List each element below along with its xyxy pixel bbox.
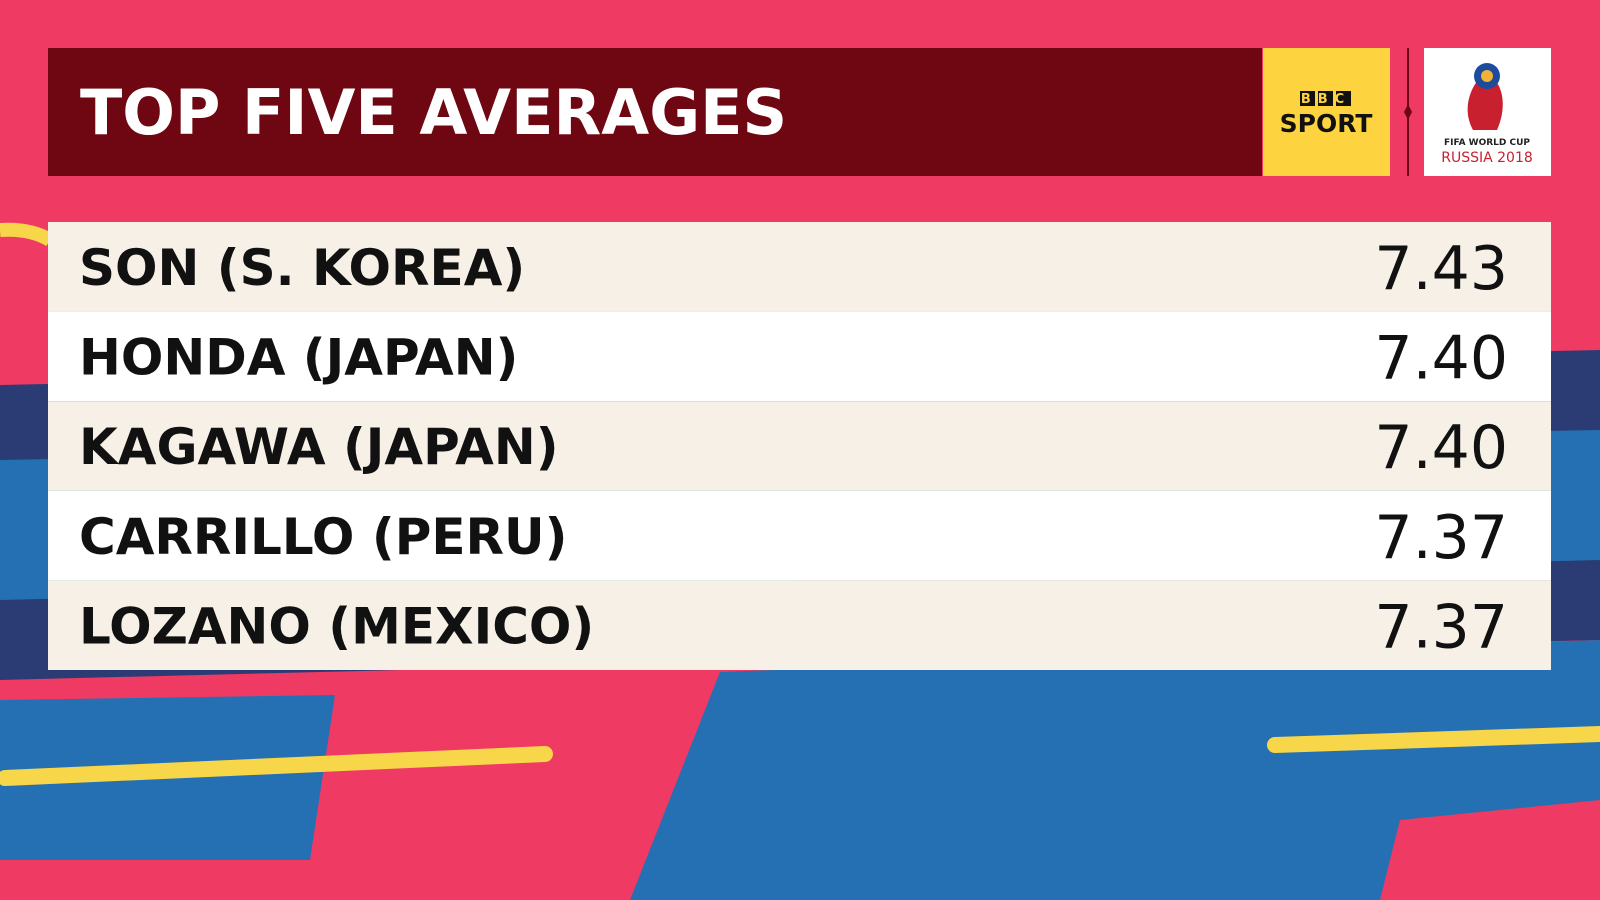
header-bar bbox=[48, 48, 1262, 176]
table-row bbox=[48, 580, 1551, 670]
player-name: HONDA (JAPAN) bbox=[79, 329, 518, 387]
table-row bbox=[48, 311, 1551, 402]
bbc-block bbox=[1336, 91, 1351, 106]
bg-pink-corner bbox=[1380, 800, 1600, 900]
player-name: LOZANO (MEXICO) bbox=[79, 597, 594, 655]
player-average: 7.37 bbox=[1374, 592, 1508, 662]
brand-box bbox=[1263, 48, 1390, 176]
brand-bottom: SPORT bbox=[1280, 109, 1373, 138]
player-average: 7.40 bbox=[1374, 413, 1508, 483]
player-name: CARRILLO (PERU) bbox=[79, 508, 567, 566]
player-average: 7.43 bbox=[1374, 234, 1508, 304]
header-title: TOP FIVE AVERAGES bbox=[80, 76, 787, 149]
logo-line1: FIFA WORLD CUP bbox=[1444, 138, 1530, 148]
player-average: 7.37 bbox=[1374, 503, 1508, 573]
stripe bbox=[1267, 726, 1600, 753]
table: SON (S. KOREA) 7.43 HONDA (JAPAN) 7.40 KAGAW… bbox=[48, 222, 1551, 670]
table-row bbox=[48, 490, 1551, 581]
logo-line2: RUSSIA 2018 bbox=[1441, 150, 1533, 166]
stripe bbox=[0, 222, 54, 247]
bbc-block bbox=[1318, 91, 1333, 106]
player-name: SON (S. KOREA) bbox=[79, 239, 525, 297]
brand-top: BBC bbox=[1301, 92, 1351, 107]
separator-star bbox=[1404, 104, 1412, 120]
bg-blue-right bbox=[630, 640, 1600, 900]
player-name: KAGAWA (JAPAN) bbox=[79, 418, 559, 476]
stripe bbox=[0, 746, 553, 786]
player-average: 7.40 bbox=[1374, 324, 1508, 394]
table-row bbox=[48, 401, 1551, 491]
trophy-ball-center bbox=[1481, 70, 1493, 82]
bbc-block bbox=[1300, 91, 1315, 106]
trophy bbox=[1467, 80, 1503, 130]
table-row bbox=[48, 222, 1551, 312]
